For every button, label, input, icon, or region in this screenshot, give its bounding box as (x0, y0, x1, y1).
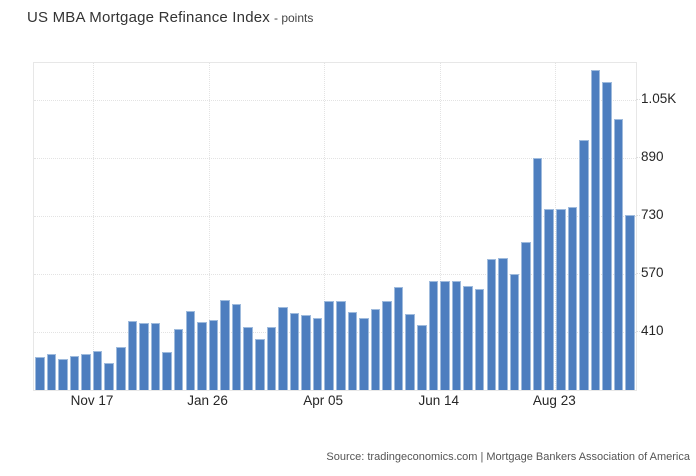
bar[interactable] (336, 300, 346, 390)
bar[interactable] (278, 307, 288, 390)
h-gridline (34, 157, 636, 159)
y-axis-tick (636, 156, 640, 158)
x-axis-label: Aug 23 (532, 393, 576, 408)
y-axis-tick (636, 98, 640, 100)
y-axis-tick (636, 214, 640, 216)
bar[interactable] (509, 274, 520, 390)
bar[interactable] (185, 311, 196, 390)
y-axis-tick (636, 330, 640, 332)
x-axis-label: Apr 05 (303, 393, 344, 408)
bar[interactable] (417, 325, 427, 390)
h-gridline (34, 99, 636, 101)
v-gridline (92, 63, 94, 390)
bar[interactable] (289, 313, 300, 390)
bar[interactable] (532, 157, 543, 390)
y-axis-label: 570 (641, 264, 664, 280)
bar[interactable] (463, 285, 473, 390)
y-axis: 1.05K 890 730 570 410 (641, 0, 691, 476)
bar[interactable] (393, 286, 404, 390)
y-axis-label: 890 (641, 148, 664, 164)
bar[interactable] (567, 206, 578, 390)
bar[interactable] (243, 327, 253, 390)
bar[interactable] (405, 313, 416, 390)
bar[interactable] (197, 322, 207, 390)
bar[interactable] (266, 327, 277, 390)
bar[interactable] (590, 69, 601, 390)
x-axis: Nov 17 Jan 26 Apr 05 Jun 14 Aug 23 (0, 393, 696, 411)
x-axis-label: Jan 26 (187, 393, 228, 408)
bar[interactable] (116, 346, 126, 390)
bar[interactable] (382, 300, 392, 390)
v-gridline (555, 63, 557, 390)
bar[interactable] (428, 280, 439, 390)
bar[interactable] (173, 329, 184, 390)
bar[interactable] (312, 318, 323, 390)
chart-subtitle: - points (274, 11, 314, 25)
bar[interactable] (35, 357, 45, 390)
y-axis-label: 1.05K (641, 90, 677, 106)
y-axis-label: 730 (641, 206, 664, 222)
source-attribution: Source: tradingeconomics.com | Mortgage … (326, 451, 690, 463)
bar[interactable] (486, 259, 497, 390)
y-axis-tick (636, 272, 640, 274)
bar[interactable] (150, 323, 161, 390)
bar[interactable] (231, 304, 242, 390)
bar[interactable] (254, 338, 265, 390)
bar[interactable] (613, 118, 624, 390)
bar[interactable] (208, 320, 219, 390)
bar[interactable] (104, 362, 115, 390)
bar[interactable] (81, 353, 91, 390)
bar[interactable] (359, 317, 369, 390)
v-gridline (439, 63, 441, 390)
chart-title: US MBA Mortgage Refinance Index (27, 9, 270, 26)
bar[interactable] (92, 351, 103, 390)
y-axis-label: 410 (641, 322, 664, 338)
bar[interactable] (602, 82, 612, 390)
bar[interactable] (498, 258, 508, 390)
bar[interactable] (370, 309, 381, 390)
v-gridline (208, 63, 210, 390)
bar[interactable] (474, 289, 485, 390)
bar[interactable] (324, 300, 334, 390)
bar[interactable] (440, 280, 450, 390)
bar[interactable] (347, 311, 358, 390)
bar[interactable] (69, 355, 80, 390)
x-axis-label: Nov 17 (70, 393, 114, 408)
bar[interactable] (58, 358, 68, 390)
bar[interactable] (220, 300, 230, 390)
plot-area (33, 62, 637, 391)
chart-header: US MBA Mortgage Refinance Index - points (27, 9, 313, 27)
h-gridline (34, 331, 636, 333)
bar[interactable] (139, 323, 149, 390)
bar[interactable] (521, 241, 531, 390)
x-axis-label: Jun 14 (418, 393, 459, 408)
h-gridline (34, 215, 636, 217)
bar[interactable] (625, 214, 635, 390)
bar[interactable] (555, 208, 566, 390)
bar[interactable] (162, 352, 172, 390)
h-gridline (34, 273, 636, 275)
bar[interactable] (301, 314, 311, 390)
v-gridline (324, 63, 326, 390)
bar[interactable] (127, 320, 138, 390)
bar[interactable] (544, 208, 554, 390)
bar[interactable] (579, 140, 589, 390)
bar[interactable] (451, 280, 462, 390)
bar[interactable] (46, 353, 57, 390)
